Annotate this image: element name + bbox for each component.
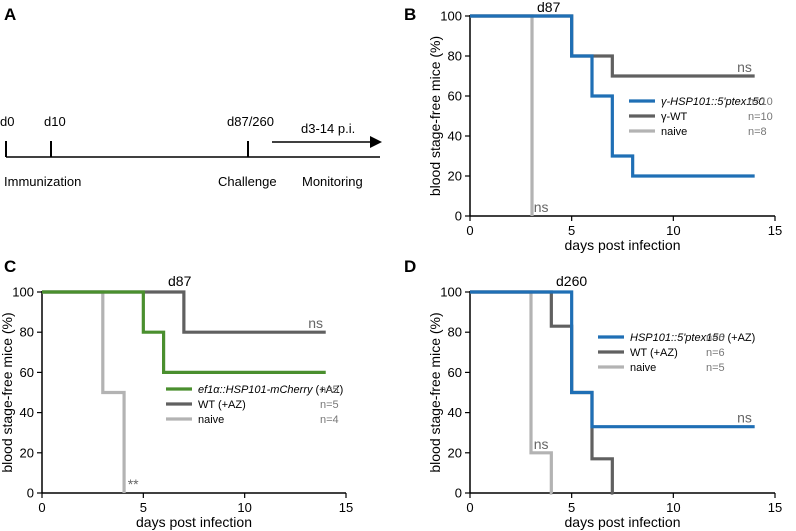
y-tick-label-b: 60 xyxy=(448,89,462,104)
y-tick-label-d: 80 xyxy=(448,325,462,340)
y-tick-label-d: 100 xyxy=(440,285,462,300)
legend-n-c-1: n=5 xyxy=(320,384,339,396)
x-tick-label-d: 10 xyxy=(666,500,680,515)
legend-n-c-3: n=4 xyxy=(320,414,339,426)
series-line-b-3 xyxy=(470,14,534,216)
x-tick-label-d: 15 xyxy=(768,500,782,515)
series-line-c-3 xyxy=(42,290,126,493)
chart-title-d: d260 xyxy=(556,273,587,289)
legend-label-b-3: naive xyxy=(661,126,687,138)
x-axis-label-d: days post infection xyxy=(565,514,681,530)
chart-title-b: d87 xyxy=(537,0,561,15)
x-tick-label-b: 5 xyxy=(568,223,575,238)
legend-label-d-2: WT (+AZ) xyxy=(630,347,678,359)
x-tick-label-d: 0 xyxy=(466,500,473,515)
y-axis-label-d: blood stage-free mice (%) xyxy=(427,312,443,472)
series-line-b-1 xyxy=(470,14,755,178)
panel-letter-a: A xyxy=(4,5,16,24)
timepoint-d10: d10 xyxy=(44,114,66,129)
legend-label-d-3: naive xyxy=(630,362,656,374)
y-tick-label-c: 80 xyxy=(20,325,34,340)
y-tick-label-b: 100 xyxy=(440,9,462,24)
phase-challenge: Challenge xyxy=(218,174,277,189)
x-tick-label-b: 15 xyxy=(768,223,782,238)
x-tick-label-c: 0 xyxy=(38,500,45,515)
series-line-d-1 xyxy=(470,290,755,429)
x-tick-label-b: 10 xyxy=(666,223,680,238)
timepoint-challenge: d87/260 xyxy=(227,114,274,129)
legend-label-c-1: ef1α::HSP101-mCherry (+AZ) xyxy=(198,384,343,396)
y-tick-label-d: 0 xyxy=(455,486,462,501)
phase-monitoring: Monitoring xyxy=(302,174,363,189)
y-tick-label-b: 0 xyxy=(455,209,462,224)
y-tick-label-b: 40 xyxy=(448,129,462,144)
x-tick-label-c: 5 xyxy=(140,500,147,515)
annotation-d-2: ns xyxy=(534,436,549,452)
y-tick-label-c: 100 xyxy=(12,285,34,300)
annotation-b-2: ns xyxy=(534,199,549,215)
y-axis-label-b: blood stage-free mice (%) xyxy=(427,36,443,196)
x-tick-label-c: 10 xyxy=(237,500,251,515)
y-tick-label-c: 40 xyxy=(20,405,34,420)
series-line-c-1 xyxy=(42,290,326,374)
legend-label-d-1: HSP101::5'ptex150 (+AZ) xyxy=(630,332,755,344)
x-tick-label-d: 5 xyxy=(568,500,575,515)
legend-n-d-3: n=5 xyxy=(706,362,725,374)
annotation-c-2: ** xyxy=(128,476,139,492)
y-tick-label-c: 60 xyxy=(20,365,34,380)
legend-n-b-3: n=8 xyxy=(748,126,767,138)
y-axis-label-c: blood stage-free mice (%) xyxy=(0,312,15,472)
legend-label-b-2: γ-WT xyxy=(661,111,688,123)
y-tick-label-b: 20 xyxy=(448,169,462,184)
legend-n-d-2: n=6 xyxy=(706,347,725,359)
y-tick-label-b: 80 xyxy=(448,49,462,64)
legend-label-c-3: naive xyxy=(198,414,224,426)
y-tick-label-d: 40 xyxy=(448,405,462,420)
legend-label-c-2: WT (+AZ) xyxy=(198,399,246,411)
y-tick-label-c: 20 xyxy=(20,445,34,460)
x-axis-label-c: days post infection xyxy=(136,514,252,530)
phase-immunization: Immunization xyxy=(4,174,81,189)
legend-n-b-1: n=10 xyxy=(748,96,773,108)
timepoint-d0: d0 xyxy=(0,114,14,129)
legend-n-b-2: n=10 xyxy=(748,111,773,123)
series-line-b-2 xyxy=(470,14,755,78)
panel-letter-d: D xyxy=(404,257,416,276)
legend-label-b-1: γ-HSP101::5'ptex150 xyxy=(661,96,765,108)
legend-n-d-1: n=6 xyxy=(706,332,725,344)
legend-n-c-2: n=5 xyxy=(320,399,339,411)
annotation-c-1: ns xyxy=(308,315,323,331)
x-axis-label-b: days post infection xyxy=(565,237,681,253)
series-line-c-2 xyxy=(42,290,326,334)
panel-letter-c: C xyxy=(4,257,16,276)
monitoring-arrow-label: d3-14 p.i. xyxy=(301,121,355,136)
annotation-d-1: ns xyxy=(737,410,752,426)
series-line-d-3 xyxy=(470,290,553,495)
monitoring-arrow-head xyxy=(370,136,382,148)
panel-a: A d0 d10 d87/260 d3-14 p.i. Immunization… xyxy=(0,5,382,189)
y-tick-label-d: 60 xyxy=(448,365,462,380)
x-tick-label-c: 15 xyxy=(339,500,353,515)
annotation-b-1: ns xyxy=(737,59,752,75)
y-tick-label-d: 20 xyxy=(448,445,462,460)
y-tick-label-c: 0 xyxy=(27,486,34,501)
x-tick-label-b: 0 xyxy=(466,223,473,238)
chart-title-c: d87 xyxy=(168,273,192,289)
panel-letter-b: B xyxy=(404,5,416,24)
